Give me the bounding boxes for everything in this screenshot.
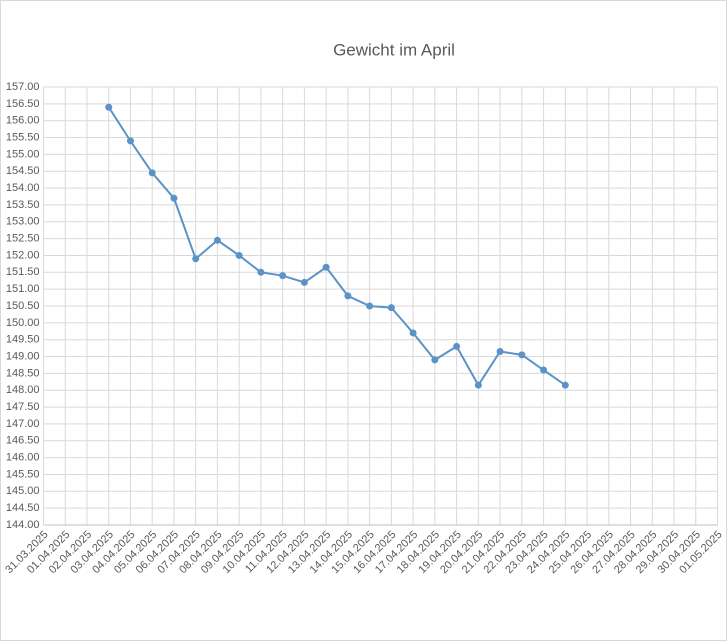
data-point: [235, 251, 243, 259]
data-line: [107, 106, 566, 388]
y-tick-label: 149.00: [6, 350, 40, 362]
y-tick-label: 156.00: [6, 115, 40, 127]
data-point: [387, 304, 395, 312]
y-tick-label: 145.50: [6, 468, 40, 480]
data-point: [409, 329, 417, 337]
data-point: [431, 356, 439, 364]
y-tick-label: 147.00: [6, 418, 40, 430]
y-tick-label: 152.00: [6, 249, 40, 261]
data-point: [126, 137, 134, 145]
data-point: [322, 263, 330, 271]
y-tick-label: 148.00: [6, 384, 40, 396]
y-tick-label: 146.50: [6, 435, 40, 447]
y-tick-label: 150.00: [6, 317, 40, 329]
y-tick-label: 146.00: [6, 452, 40, 464]
y-tick-label: 155.50: [6, 131, 40, 143]
data-point: [170, 194, 178, 202]
data-point: [213, 236, 221, 244]
data-point: [366, 302, 374, 310]
data-point: [344, 292, 352, 300]
y-tick-label: 155.00: [6, 148, 40, 160]
data-point: [453, 342, 461, 350]
data-point: [192, 255, 200, 263]
y-tick-label: 149.50: [6, 334, 40, 346]
y-tick-label: 151.00: [6, 283, 40, 295]
data-point: [561, 381, 569, 389]
data-point: [300, 278, 308, 286]
y-tick-label: 151.50: [6, 266, 40, 278]
data-point: [148, 169, 156, 177]
data-point: [279, 272, 287, 280]
y-tick-label: 144.00: [6, 519, 40, 531]
y-tick-label: 144.50: [6, 502, 40, 514]
y-tick-label: 153.50: [6, 199, 40, 211]
y-tick-label: 152.50: [6, 233, 40, 245]
data-point: [518, 351, 526, 359]
y-tick-label: 145.00: [6, 485, 40, 497]
data-point: [257, 268, 265, 276]
y-tick-label: 153.00: [6, 216, 40, 228]
y-tick-label: 148.50: [6, 367, 40, 379]
y-tick-label: 154.00: [6, 182, 40, 194]
data-point: [540, 366, 548, 374]
data-point: [474, 381, 482, 389]
y-tick-label: 147.50: [6, 401, 40, 413]
chart-title: Gewicht im April: [333, 40, 455, 59]
data-point: [496, 347, 504, 355]
y-tick-label: 157.00: [6, 81, 40, 93]
y-tick-label: 156.50: [6, 98, 40, 110]
y-tick-label: 150.50: [6, 300, 40, 312]
data-point: [105, 103, 113, 111]
y-tick-label: 154.50: [6, 165, 40, 177]
